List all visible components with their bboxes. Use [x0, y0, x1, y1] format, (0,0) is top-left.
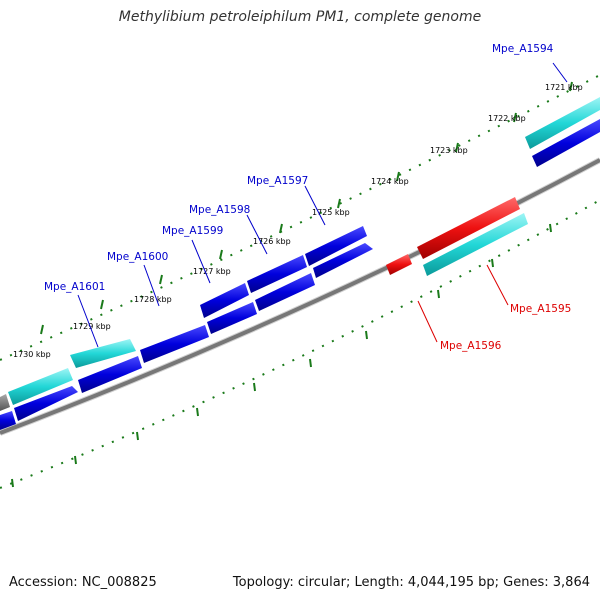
forward-cds-outer-lane: [200, 226, 367, 318]
cds-feature-1597[interactable]: [305, 226, 367, 266]
rna-feature-1601b[interactable]: [8, 368, 73, 405]
cds-feature-1597b[interactable]: [313, 243, 373, 278]
inner-tick-ring: [0, 199, 600, 489]
accession-label: Accession: NC_008825: [9, 575, 157, 590]
gene-label-mpe-a1596[interactable]: Mpe_A1596: [440, 340, 502, 352]
outer-major-ticks: [40, 81, 573, 335]
gene-labels: Mpe_A1594 Mpe_A1597 Mpe_A1598 Mpe_A1599 …: [44, 43, 571, 352]
cds-feature-1601[interactable]: [78, 356, 142, 393]
forward-rna-lane: [0, 97, 600, 411]
rna-feature-1601[interactable]: [70, 339, 136, 368]
gene-label-mpe-a1597[interactable]: Mpe_A1597: [247, 175, 308, 187]
position-label-1723: 1723 kbp: [430, 146, 468, 155]
reverse-features: [386, 197, 528, 276]
rna-feature-1595[interactable]: [423, 213, 528, 276]
gene-label-mpe-a1594[interactable]: Mpe_A1594: [492, 43, 554, 55]
position-label-1721: 1721 kbp: [545, 83, 583, 92]
grey-feature-edge: [0, 394, 10, 411]
position-labels: 1721 kbp 1722 kbp 1723 kbp 1724 kbp 1725…: [13, 83, 583, 359]
position-label-1729: 1729 kbp: [73, 322, 111, 331]
position-label-1726: 1726 kbp: [253, 237, 291, 246]
inner-major-ticks: [11, 223, 552, 488]
cds-feature-1599b[interactable]: [207, 302, 257, 334]
forward-cds-inner-lane: [0, 119, 600, 430]
rna-feature-1594[interactable]: [525, 97, 600, 149]
position-label-1725: 1725 kbp: [312, 208, 350, 217]
cds-feature-1601b[interactable]: [14, 386, 78, 421]
genome-summary: Topology: circular; Length: 4,044,195 bp…: [232, 575, 590, 590]
cds-feature-1600[interactable]: [140, 325, 209, 363]
position-label-1728: 1728 kbp: [134, 295, 172, 304]
cds-feature-1598[interactable]: [247, 255, 307, 293]
gene-label-mpe-a1599[interactable]: Mpe_A1599: [162, 225, 223, 237]
cds-feature-1598b[interactable]: [255, 273, 315, 311]
cds-feature-edge[interactable]: [0, 411, 16, 430]
cds-feature-1594[interactable]: [532, 119, 600, 167]
cds-feature-1595[interactable]: [417, 197, 520, 259]
position-label-1724: 1724 kbp: [371, 177, 409, 186]
gene-label-mpe-a1598[interactable]: Mpe_A1598: [189, 204, 250, 216]
gene-label-mpe-a1601[interactable]: Mpe_A1601: [44, 281, 105, 293]
map-title: Methylibium petroleiphilum PM1, complete…: [118, 9, 482, 25]
cds-feature-1596[interactable]: [386, 254, 412, 275]
position-label-1727: 1727 kbp: [193, 267, 231, 276]
gene-label-mpe-a1600[interactable]: Mpe_A1600: [107, 251, 168, 263]
gene-label-mpe-a1595[interactable]: Mpe_A1595: [510, 303, 571, 315]
backbone-arc: [0, 157, 600, 436]
position-label-1730: 1730 kbp: [13, 350, 51, 359]
cds-feature-1599[interactable]: [200, 283, 249, 318]
position-label-1722: 1722 kbp: [488, 114, 526, 123]
